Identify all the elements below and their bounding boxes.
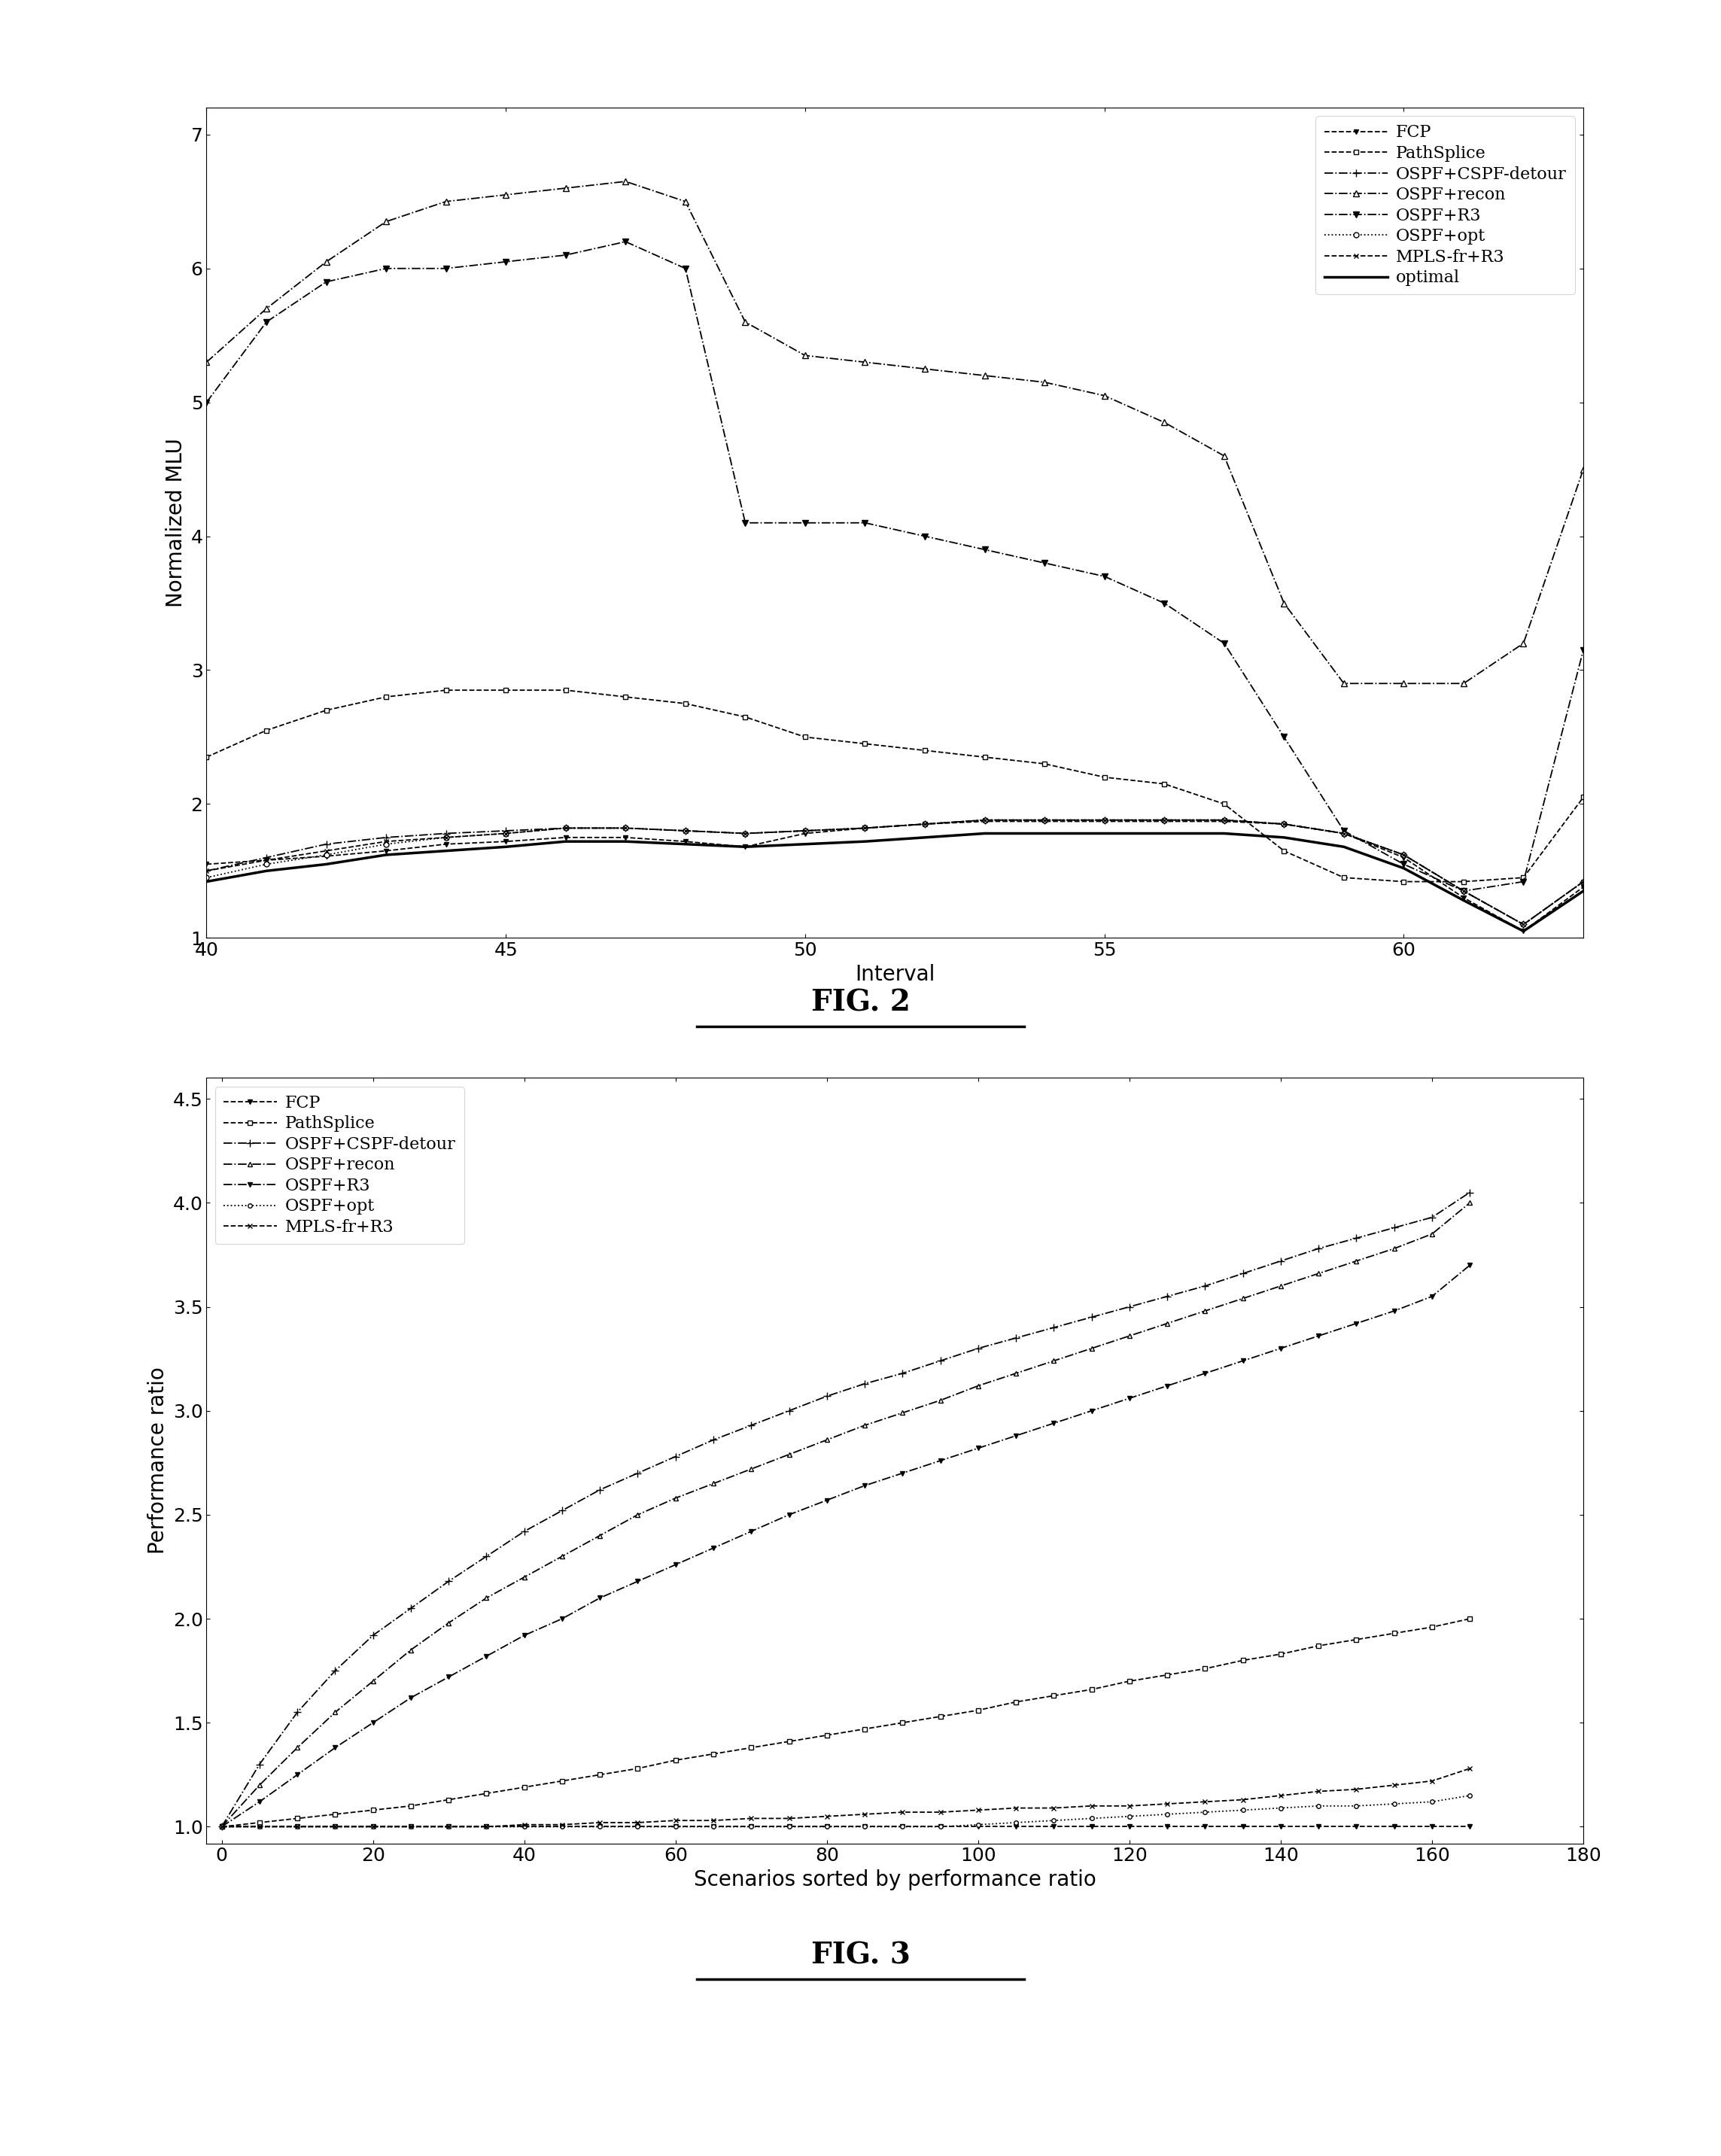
Y-axis label: Performance ratio: Performance ratio (148, 1367, 169, 1554)
Legend: FCP, PathSplice, OSPF+CSPF-detour, OSPF+recon, OSPF+R3, OSPF+opt, MPLS-fr+R3: FCP, PathSplice, OSPF+CSPF-detour, OSPF+… (215, 1087, 465, 1244)
Y-axis label: Normalized MLU: Normalized MLU (165, 438, 186, 608)
Text: FIG. 2: FIG. 2 (811, 987, 910, 1018)
Text: FIG. 3: FIG. 3 (811, 1940, 910, 1971)
X-axis label: Interval: Interval (855, 964, 935, 985)
X-axis label: Scenarios sorted by performance ratio: Scenarios sorted by performance ratio (694, 1869, 1096, 1891)
Legend: FCP, PathSplice, OSPF+CSPF-detour, OSPF+recon, OSPF+R3, OSPF+opt, MPLS-fr+R3, op: FCP, PathSplice, OSPF+CSPF-detour, OSPF+… (1315, 116, 1575, 295)
